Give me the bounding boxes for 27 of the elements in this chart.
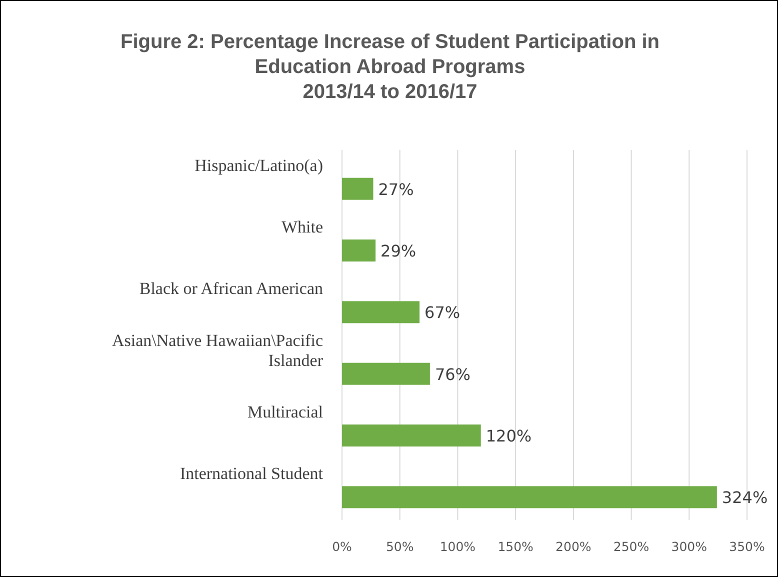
bar [342, 301, 420, 324]
bar [342, 362, 430, 385]
bar [342, 424, 481, 446]
data-label: 29% [380, 242, 416, 260]
x-tick-label: 100% [440, 539, 476, 554]
bar [342, 486, 717, 508]
y-tick-label: Hispanic/Latino(a) [194, 156, 323, 175]
x-tick-label: 250% [613, 539, 650, 554]
data-label: 27% [378, 180, 414, 199]
y-tick-label: Asian\Native Hawaiian\Pacific Islander [112, 330, 324, 370]
x-tick-label: 50% [386, 539, 414, 554]
x-tick-label: 200% [556, 539, 592, 554]
y-tick-label: International Student [180, 464, 324, 484]
bar [342, 240, 376, 262]
y-tick-label: Black or African American [139, 279, 324, 298]
data-label: 76% [434, 364, 471, 384]
y-tick-label: White [281, 218, 323, 236]
bar [342, 178, 374, 200]
x-tick-label: 0% [332, 539, 352, 554]
x-tick-label: 300% [671, 539, 708, 554]
data-label: 324% [722, 488, 768, 508]
x-tick-label: 350% [729, 539, 765, 554]
x-tick-label: 150% [498, 539, 534, 554]
data-label: 67% [424, 303, 460, 322]
y-tick-label: Multiracial [247, 402, 324, 422]
chart-title: Figure 2: Percentage Increase of Student Participation in Education Abroad Programs 2013/14 to 2016/17 [120, 31, 660, 103]
data-label: 120% [486, 426, 532, 446]
